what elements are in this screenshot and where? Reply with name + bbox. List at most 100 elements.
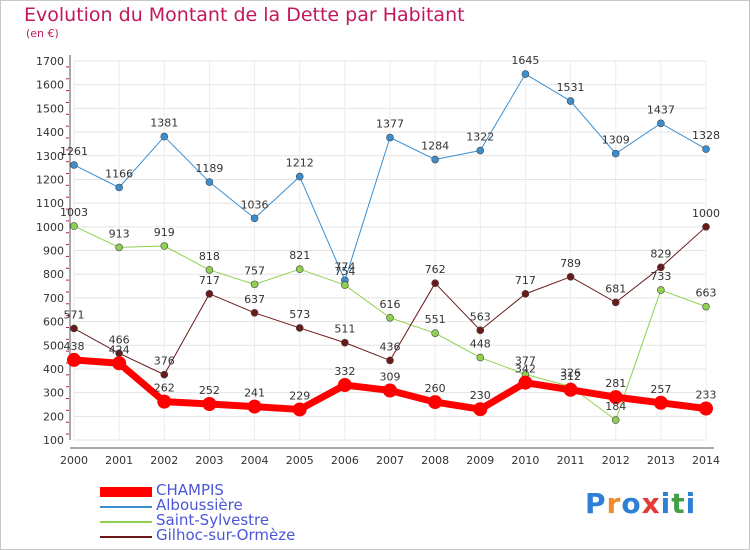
data-label: 789 [560, 257, 581, 270]
data-label: 1003 [60, 206, 88, 219]
data-label: 774 [334, 260, 355, 273]
y-tick-label: 1600 [36, 79, 64, 92]
legend-label-champis: CHAMPIS [156, 481, 224, 499]
data-point [250, 280, 259, 289]
data-label: 281 [605, 377, 626, 390]
data-label: 717 [199, 274, 220, 287]
data-label: 637 [244, 293, 265, 306]
y-tick-label: 1100 [36, 197, 64, 210]
data-point [702, 145, 710, 153]
x-tick-label: 2004 [241, 454, 269, 467]
data-point [431, 279, 439, 287]
legend-label-gilhoc: Gilhoc-sur-Ormèze [156, 526, 296, 544]
data-label: 233 [696, 388, 717, 401]
data-label: 1189 [195, 162, 223, 175]
x-tick-label: 2007 [376, 454, 404, 467]
x-tick-label: 2012 [602, 454, 630, 467]
data-label: 377 [515, 354, 536, 367]
data-label: 312 [560, 370, 581, 383]
y-tick-label: 400 [43, 363, 64, 376]
legend-swatch-gilhoc [100, 536, 152, 538]
chart-title: Evolution du Montant de la Dette par Hab… [24, 4, 465, 26]
data-label: 733 [650, 270, 671, 283]
data-point [386, 356, 394, 365]
data-label: 563 [470, 310, 491, 323]
data-point [476, 146, 485, 155]
data-point [657, 119, 665, 128]
axes: 100 200 300 400 500 600 700 800 900 1000 1100 1200 1… [36, 55, 720, 467]
data-label: 1261 [60, 145, 88, 158]
data-label: 424 [109, 343, 130, 356]
data-point [160, 242, 169, 250]
data-label: 663 [696, 287, 717, 300]
data-point [657, 286, 665, 294]
data-point [566, 272, 575, 281]
data-label: 821 [289, 249, 310, 262]
x-tick-label: 2014 [692, 454, 720, 467]
data-label: 1322 [466, 131, 494, 144]
x-tick-label: 2013 [647, 454, 675, 467]
data-point [205, 178, 214, 186]
x-tick-label: 2005 [286, 454, 314, 467]
data-label: 376 [154, 355, 175, 368]
x-tick-label: 2006 [331, 454, 359, 467]
x-tick-label: 2001 [105, 454, 133, 467]
data-point [250, 308, 259, 317]
data-label: 681 [605, 282, 626, 295]
data-point [67, 352, 81, 367]
x-tick-label: 2003 [195, 454, 223, 467]
data-point [653, 395, 668, 410]
data-label: 326 [560, 366, 581, 379]
data-point [295, 324, 304, 332]
data-point [292, 402, 307, 417]
data-point [386, 313, 394, 322]
proxiti-logo: Proxiti [585, 487, 696, 520]
y-tick-label: 500 [43, 339, 64, 352]
data-label: 436 [380, 340, 401, 353]
data-label: 571 [64, 308, 85, 321]
data-point [521, 70, 530, 78]
data-label: 762 [425, 263, 446, 276]
data-point [428, 395, 443, 410]
x-tick-label: 2008 [421, 454, 449, 467]
logo-letter: o [621, 487, 642, 520]
data-point [431, 329, 439, 337]
data-label: 829 [650, 247, 671, 260]
data-point [431, 155, 439, 164]
data-point [702, 223, 710, 231]
data-label: 511 [334, 323, 355, 336]
data-point [205, 266, 214, 274]
data-label: 230 [470, 389, 491, 402]
data-label: 1377 [376, 118, 404, 131]
data-label: 757 [244, 264, 265, 277]
data-label: 260 [425, 382, 446, 395]
series-points [67, 70, 713, 424]
data-label: 1036 [241, 198, 269, 211]
legend-label-alboussiere: Alboussière [156, 496, 243, 514]
y-tick-label: 800 [43, 268, 64, 281]
data-point [386, 133, 394, 142]
data-point [699, 401, 713, 416]
logo-letter: i [660, 487, 672, 520]
data-label: 551 [425, 313, 446, 326]
data-point [160, 370, 169, 379]
data-point [518, 375, 533, 390]
data-point [205, 290, 214, 298]
logo-letter: r [606, 487, 622, 520]
data-label: 717 [515, 274, 536, 287]
data-label: 1284 [421, 140, 449, 153]
x-tick-label: 2002 [150, 454, 178, 467]
data-label: 332 [334, 365, 355, 378]
data-point [341, 338, 349, 347]
y-tick-label: 1000 [36, 221, 64, 234]
data-point [611, 416, 620, 424]
data-point [337, 378, 352, 393]
data-label: 262 [154, 382, 175, 395]
data-label: 438 [64, 340, 85, 353]
data-label: 257 [650, 383, 671, 396]
data-point [383, 383, 397, 398]
data-point [473, 402, 488, 417]
data-label: 252 [199, 384, 220, 397]
